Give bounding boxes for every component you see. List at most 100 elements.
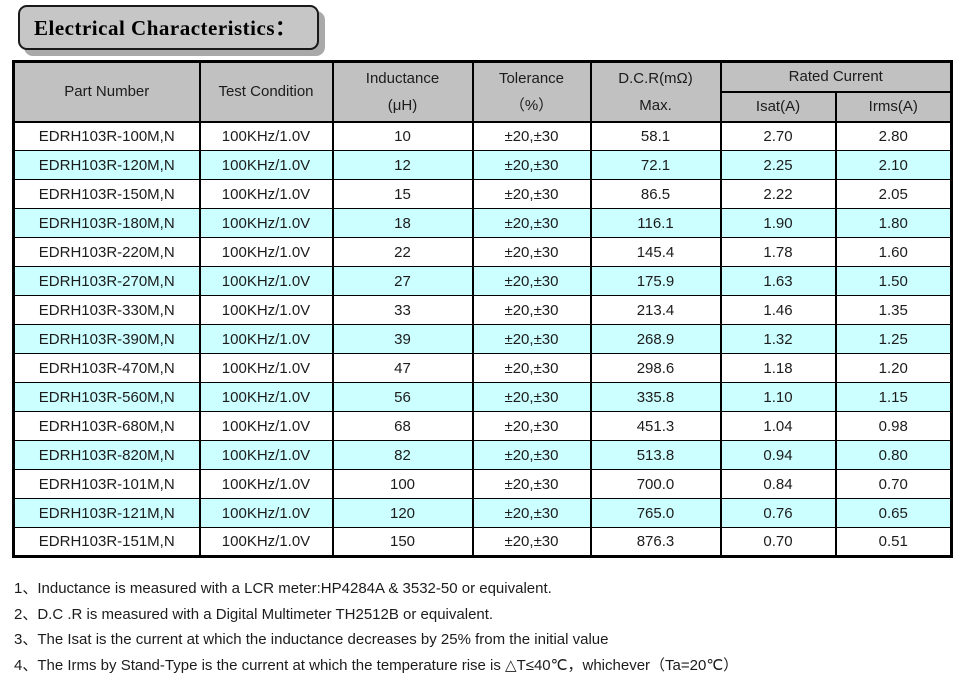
cell-isat-a: 0.84 [719,469,836,499]
cell-dcr-max-mohm: 213.4 [589,295,721,325]
cell-tolerance-pct: ±20,±30 [471,469,591,499]
cell-tolerance-pct: ±20,±30 [471,121,591,151]
cell-tolerance-pct: ±20,±30 [471,150,591,180]
cell-part-number: EDRH103R-150M,N [12,179,200,209]
table-row: EDRH103R-330M,N 100KHz/1.0V 33 ±20,±30 213.4… [12,295,952,325]
cell-tolerance-pct: ±20,±30 [471,527,591,557]
cell-isat-a: 1.32 [719,324,836,354]
cell-isat-a: 2.25 [719,150,836,180]
cell-part-number: EDRH103R-330M,N [12,295,200,325]
col-header-dcr-label: D.C.R(mΩ) [618,69,693,87]
cell-dcr-max-mohm: 116.1 [589,208,721,238]
table-row: EDRH103R-390M,N 100KHz/1.0V 39 ±20,±30 268.9… [12,324,952,354]
cell-dcr-max-mohm: 268.9 [589,324,721,354]
cell-isat-a: 1.63 [719,266,836,296]
table-row: EDRH103R-150M,N 100KHz/1.0V 15 ±20,±30 86.5 2… [12,179,952,209]
cell-dcr-max-mohm: 765.0 [589,498,721,528]
table-header: Part Number Test Condition Inductance (μ… [12,60,953,123]
note-line: 1、Inductance is measured with a LCR mete… [14,580,552,597]
cell-isat-a: 0.70 [719,527,836,557]
cell-dcr-max-mohm: 513.8 [589,440,721,470]
cell-part-number: EDRH103R-470M,N [12,353,200,383]
cell-tolerance-pct: ±20,±30 [471,440,591,470]
cell-tolerance-pct: ±20,±30 [471,266,591,296]
col-header-tolerance-label: Tolerance [498,69,565,87]
table-row: EDRH103R-560M,N 100KHz/1.0V 56 ±20,±30 335.8… [12,382,952,412]
cell-test-condition: 100KHz/1.0V [198,440,333,470]
cell-tolerance-pct: ±20,±30 [471,411,591,441]
col-header-inductance: Inductance (μH) [331,60,474,123]
cell-dcr-max-mohm: 451.3 [589,411,721,441]
cell-inductance-uh: 39 [331,324,473,354]
cell-tolerance-pct: ±20,±30 [471,237,591,267]
cell-tolerance-pct: ±20,±30 [471,353,591,383]
cell-part-number: EDRH103R-820M,N [12,440,200,470]
table-row: EDRH103R-100M,N 100KHz/1.0V 10 ±20,±30 58.1 2… [12,121,952,151]
cell-inductance-uh: 56 [331,382,473,412]
cell-inductance-uh: 47 [331,353,473,383]
table-row: EDRH103R-220M,N 100KHz/1.0V 22 ±20,±30 145.4… [12,237,952,267]
cell-dcr-max-mohm: 876.3 [589,527,721,557]
cell-irms-a: 2.80 [834,121,952,151]
cell-irms-a: 1.35 [834,295,952,325]
cell-dcr-max-mohm: 145.4 [589,237,721,267]
cell-inductance-uh: 15 [331,179,473,209]
col-header-inductance-label: Inductance [365,69,440,87]
cell-dcr-max-mohm: 86.5 [589,179,721,209]
cell-part-number: EDRH103R-151M,N [12,527,200,557]
cell-test-condition: 100KHz/1.0V [198,498,333,528]
note-line: 4、The Irms by Stand-Type is the current … [14,656,739,674]
cell-part-number: EDRH103R-680M,N [12,411,200,441]
note-line: 2、D.C .R is measured with a Digital Mult… [14,605,494,623]
cell-irms-a: 0.80 [834,440,952,470]
cell-irms-a: 0.70 [834,469,952,499]
cell-test-condition: 100KHz/1.0V [198,121,333,151]
cell-irms-a: 1.60 [834,237,952,267]
section-title-box: Electrical Characteristics： [18,5,319,50]
table-body: EDRH103R-100M,N 100KHz/1.0V 10 ±20,±30 58.1 2… [12,121,952,557]
col-header-inductance-unit: (μH) [387,96,418,114]
cell-tolerance-pct: ±20,±30 [471,324,591,354]
cell-tolerance-pct: ±20,±30 [471,498,591,528]
notes: 1、Inductance is measured with a LCR mete… [14,576,959,678]
table-row: EDRH103R-820M,N 100KHz/1.0V 82 ±20,±30 513.8… [12,440,952,470]
cell-part-number: EDRH103R-120M,N [12,150,200,180]
cell-inductance-uh: 10 [331,121,473,151]
page-title: Electrical Characteristics： [34,16,297,40]
cell-isat-a: 1.04 [719,411,836,441]
cell-irms-a: 1.15 [834,382,952,412]
table-row: EDRH103R-180M,N 100KHz/1.0V 18 ±20,±30 116.1… [12,208,952,238]
cell-dcr-max-mohm: 175.9 [589,266,721,296]
cell-dcr-max-mohm: 335.8 [589,382,721,412]
table-row: EDRH103R-121M,N 100KHz/1.0V 120 ±20,±30 765.… [12,498,952,528]
cell-test-condition: 100KHz/1.0V [198,179,333,209]
electrical-characteristics-table: Part Number Test Condition Inductance (μ… [12,60,953,558]
cell-tolerance-pct: ±20,±30 [471,179,591,209]
cell-dcr-max-mohm: 72.1 [589,150,721,180]
cell-inductance-uh: 82 [331,440,473,470]
cell-irms-a: 2.10 [834,150,952,180]
cell-inductance-uh: 18 [331,208,473,238]
cell-inductance-uh: 120 [331,498,473,528]
col-header-tolerance: Tolerance （%） [471,60,592,123]
table-row: EDRH103R-270M,N 100KHz/1.0V 27 ±20,±30 175.9… [12,266,952,296]
cell-part-number: EDRH103R-180M,N [12,208,200,238]
cell-dcr-max-mohm: 58.1 [589,121,721,151]
cell-test-condition: 100KHz/1.0V [198,527,333,557]
table-row: EDRH103R-680M,N 100KHz/1.0V 68 ±20,±30 451.3… [12,411,952,441]
col-header-test-condition: Test Condition [198,60,334,123]
cell-inductance-uh: 33 [331,295,473,325]
cell-tolerance-pct: ±20,±30 [471,382,591,412]
cell-isat-a: 0.94 [719,440,836,470]
col-header-dcr-max: Max. [639,96,672,114]
cell-isat-a: 2.70 [719,121,836,151]
col-header-dcr: D.C.R(mΩ) Max. [589,60,722,123]
col-header-irms: Irms(A) [834,90,953,123]
cell-test-condition: 100KHz/1.0V [198,150,333,180]
cell-irms-a: 2.05 [834,179,952,209]
cell-inductance-uh: 68 [331,411,473,441]
cell-test-condition: 100KHz/1.0V [198,469,333,499]
cell-inductance-uh: 150 [331,527,473,557]
cell-irms-a: 0.51 [834,527,952,557]
